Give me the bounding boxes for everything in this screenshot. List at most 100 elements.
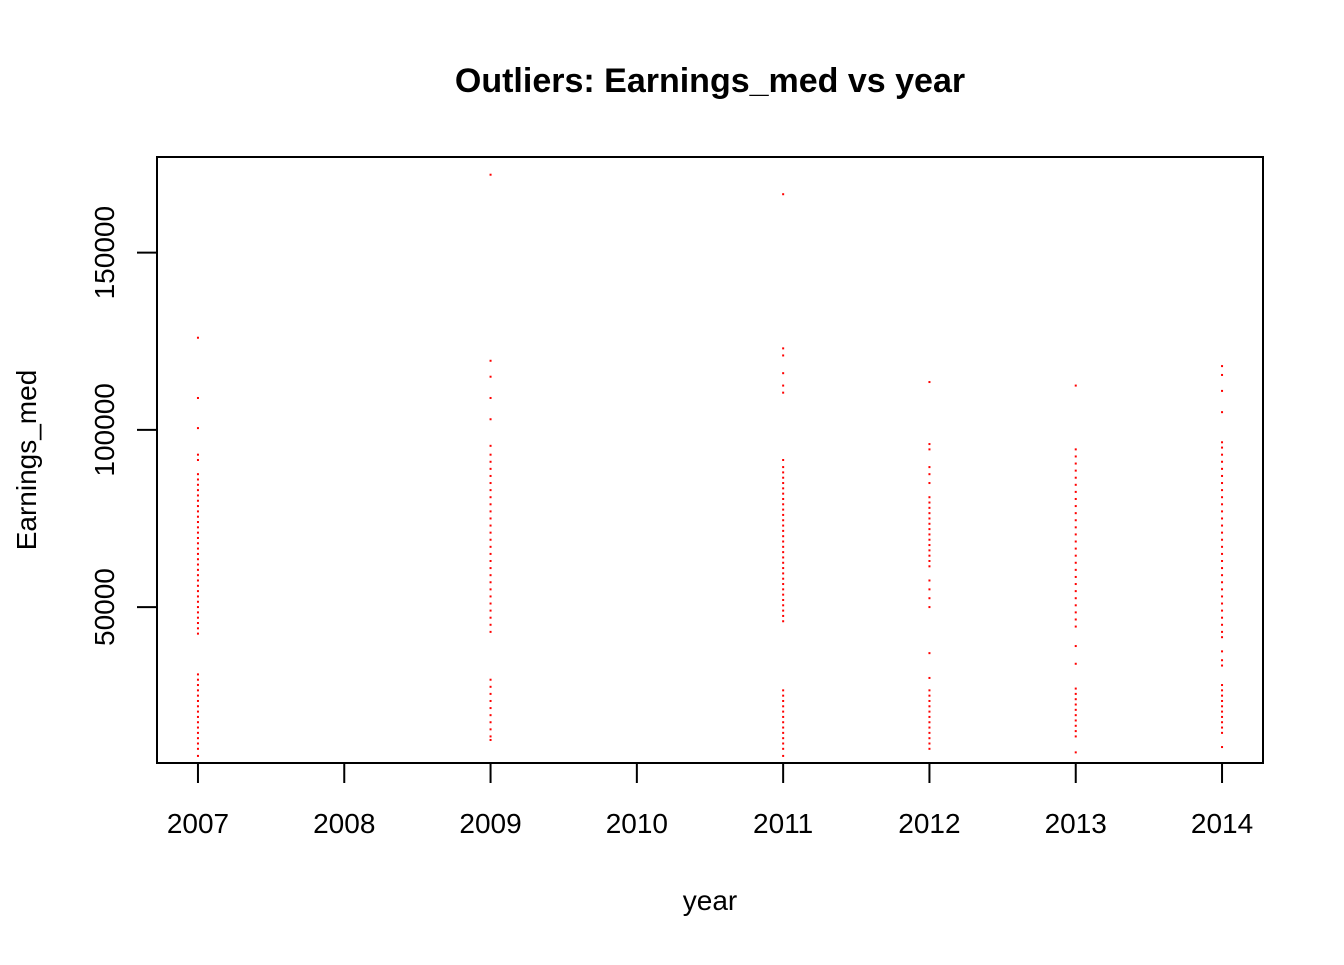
- data-point: [1221, 545, 1224, 548]
- data-point: [1221, 552, 1224, 555]
- data-point: [928, 737, 931, 740]
- data-point: [1221, 595, 1224, 598]
- data-point: [928, 549, 931, 552]
- data-point: [1221, 496, 1224, 499]
- data-point: [782, 731, 785, 734]
- data-point: [196, 678, 199, 681]
- data-point: [489, 359, 492, 362]
- data-point: [928, 443, 931, 446]
- data-point: [1221, 630, 1224, 633]
- data-point: [928, 512, 931, 515]
- data-point: [489, 623, 492, 626]
- data-point: [1074, 554, 1077, 557]
- data-point: [1074, 512, 1077, 515]
- data-point: [782, 529, 785, 532]
- data-point: [782, 567, 785, 570]
- data-point: [196, 558, 199, 561]
- data-point: [1221, 467, 1224, 470]
- data-point: [1074, 547, 1077, 550]
- data-point: [489, 496, 492, 499]
- data-point: [782, 742, 785, 745]
- data-point: [489, 396, 492, 399]
- data-point: [489, 489, 492, 492]
- data-point: [489, 560, 492, 562]
- x-axis: 2007 2008 2009 2010 2011 2012 2013 2014: [167, 763, 1253, 839]
- data-point: [928, 676, 931, 679]
- data-point: [1221, 721, 1224, 724]
- data-point: [1221, 389, 1224, 392]
- data-point: [1074, 730, 1077, 733]
- data-point: [489, 574, 492, 577]
- data-point: [782, 726, 785, 729]
- data-point: [196, 611, 199, 614]
- data-point: [1074, 618, 1077, 621]
- data-point: [196, 499, 199, 502]
- data-point: [489, 444, 492, 447]
- data-point: [1074, 662, 1077, 665]
- data-point: [1221, 689, 1224, 692]
- data-point: [1221, 560, 1224, 562]
- data-point: [196, 689, 199, 692]
- data-point: [196, 521, 199, 524]
- data-point: [782, 476, 785, 479]
- data-point: [782, 466, 785, 469]
- data-point: [928, 448, 931, 451]
- data-point: [196, 737, 199, 740]
- data-point: [928, 538, 931, 541]
- y-tick-label: 150000: [89, 206, 120, 299]
- data-point: [1074, 708, 1077, 711]
- data-point: [489, 728, 492, 731]
- data-point: [782, 347, 785, 350]
- data-point: [196, 552, 199, 555]
- data-point: [196, 747, 199, 750]
- data-point: [1074, 687, 1077, 690]
- data-point: [196, 731, 199, 734]
- data-point: [1221, 609, 1224, 612]
- data-point: [489, 602, 492, 605]
- data-point: [1221, 373, 1224, 376]
- data-points: [196, 173, 1224, 757]
- data-point: [489, 738, 492, 741]
- data-point: [489, 685, 492, 688]
- data-point: [489, 474, 492, 477]
- data-point: [782, 354, 785, 357]
- data-point: [782, 519, 785, 522]
- data-point: [928, 473, 931, 476]
- data-point: [1221, 616, 1224, 619]
- data-point: [782, 193, 785, 196]
- data-point: [196, 473, 199, 476]
- data-point: [1074, 561, 1077, 564]
- data-point: [928, 496, 931, 499]
- data-point: [782, 545, 785, 548]
- data-point: [489, 721, 492, 724]
- data-point: [196, 531, 199, 534]
- data-point: [196, 459, 199, 461]
- data-point: [196, 754, 199, 757]
- data-point: [928, 689, 931, 692]
- data-point: [1221, 460, 1224, 463]
- data-point: [1074, 590, 1077, 593]
- data-point: [1074, 448, 1077, 451]
- data-point: [928, 522, 931, 525]
- data-point: [928, 560, 931, 562]
- data-point: [489, 545, 492, 548]
- data-point: [1221, 524, 1224, 527]
- data-point: [1221, 726, 1224, 729]
- data-point: [196, 579, 199, 582]
- data-point: [1221, 588, 1224, 591]
- data-point: [928, 705, 931, 708]
- data-point: [1074, 384, 1077, 387]
- data-point: [1074, 719, 1077, 722]
- data-point: [1221, 623, 1224, 626]
- data-point: [1221, 715, 1224, 718]
- data-point: [928, 533, 931, 536]
- data-point: [489, 460, 492, 463]
- data-point: [1221, 636, 1224, 639]
- data-point: [196, 632, 199, 635]
- data-point: [489, 503, 492, 506]
- x-tick-label: 2008: [313, 808, 375, 839]
- data-point: [928, 652, 931, 655]
- data-point: [928, 710, 931, 713]
- x-tick-label: 2011: [753, 808, 813, 839]
